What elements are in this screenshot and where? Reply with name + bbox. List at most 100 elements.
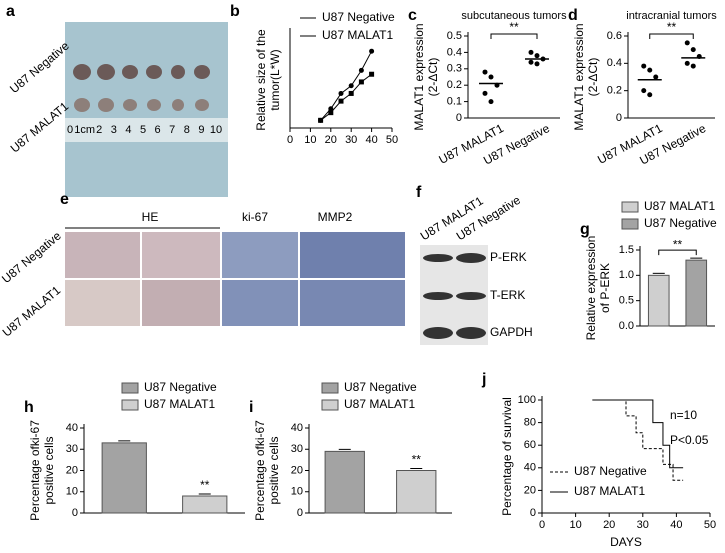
legend-label: U87 MALAT1: [144, 397, 215, 411]
y-tick-label: 1.5: [619, 244, 634, 256]
y-tick-label: 0.4: [607, 57, 622, 69]
tumors: [73, 64, 210, 112]
ruler-label: 1cm: [74, 124, 95, 136]
panel-label: i: [249, 399, 253, 416]
ruler-label: 8: [184, 124, 190, 136]
row-label: U87 Negative: [0, 228, 64, 286]
annotation: P<0.05: [670, 433, 709, 447]
point: [369, 71, 375, 77]
panel-label: b: [230, 3, 240, 20]
point: [482, 69, 488, 75]
y-tick-label: 30: [291, 443, 303, 455]
ruler-label: 7: [169, 124, 175, 136]
y-tick-label: 0.2: [447, 79, 462, 91]
point: [528, 59, 534, 65]
ruler-label: 4: [125, 124, 131, 136]
point: [338, 98, 344, 104]
ruler-label: 3: [111, 124, 117, 136]
ruler-label: 0: [67, 124, 73, 136]
y-axis-label: positive cells: [42, 436, 56, 504]
legend-label: U87 Negative: [574, 464, 647, 478]
y-tick-label: 1.0: [619, 269, 634, 281]
x-tick-label: 0: [539, 519, 545, 531]
point: [534, 53, 540, 59]
point: [653, 74, 659, 80]
legend-swatch: [121, 399, 139, 411]
y-axis-label: Relative expression: [584, 236, 598, 341]
y-axis-label: Relative size of the: [254, 29, 268, 131]
legend-label: U87 Negative: [144, 380, 217, 394]
panel-label: g: [580, 221, 590, 238]
point: [338, 90, 344, 96]
ruler-label: 9: [198, 124, 204, 136]
y-tick-label: 0.4: [447, 46, 462, 58]
annotation: **: [200, 478, 210, 492]
band-label: GAPDH: [490, 325, 533, 339]
point: [528, 49, 534, 55]
x-tick-label: 0: [287, 134, 293, 146]
x-axis-label: DAYS: [610, 535, 642, 549]
annotation: **: [412, 453, 422, 467]
y-axis-label: of P-ERK: [598, 263, 612, 313]
chart-title: subcutaneous tumors: [461, 10, 567, 22]
y-tick-label: 30: [66, 443, 78, 455]
x-tick-label: 50: [704, 519, 716, 531]
point: [328, 106, 334, 112]
y-tick-label: 0: [530, 507, 536, 519]
column-label: ki-67: [242, 210, 268, 224]
annotation: **: [509, 20, 519, 34]
legend-label: U87 MALAT1: [344, 397, 415, 411]
row-label: U87 MALAT1: [0, 283, 63, 340]
row-label: U87 Negative: [7, 38, 72, 96]
y-tick-label: 40: [524, 462, 536, 474]
y-axis-label: tumor(L*W): [268, 49, 282, 110]
point: [482, 90, 488, 96]
y-tick-label: 0.6: [607, 30, 622, 42]
panel-label: j: [481, 371, 486, 388]
y-axis-label: (2-ΔCt): [426, 58, 440, 97]
point: [534, 61, 540, 67]
bar: [101, 442, 147, 514]
y-tick-label: 0.5: [447, 30, 462, 42]
legend-label: U87 MALAT1: [574, 484, 645, 498]
ruler-labels: 0 1cm 2 3 4 5 6 7 8 9 10: [67, 124, 222, 136]
row-label: U87 MALAT1: [8, 99, 72, 156]
x-tick-label: 10: [304, 134, 316, 146]
legend-swatch: [621, 218, 639, 230]
line: [320, 50, 373, 121]
histology: [65, 232, 405, 326]
panel-label: h: [24, 399, 34, 416]
ruler-label: 5: [140, 124, 146, 136]
x-tick-label: 10: [569, 519, 581, 531]
legend-swatch: [121, 382, 139, 394]
point: [348, 90, 354, 96]
band-label: T-ERK: [490, 288, 525, 302]
point: [684, 60, 690, 66]
legend-swatch: [321, 382, 339, 394]
survival-line: [592, 399, 684, 469]
annotation: **: [667, 20, 677, 34]
line: [320, 73, 372, 121]
y-tick-label: 0.2: [607, 85, 622, 97]
point: [358, 79, 364, 85]
bar: [324, 450, 365, 514]
y-tick-label: 40: [66, 422, 78, 434]
legend-label: U87 Negative: [322, 10, 395, 24]
bar: [647, 274, 670, 327]
point: [488, 74, 494, 80]
ruler-label: 6: [155, 124, 161, 136]
band-label: P-ERK: [490, 250, 527, 264]
bar: [685, 259, 708, 327]
bracket: [490, 33, 538, 39]
point: [647, 92, 653, 98]
panel-label: f: [416, 184, 422, 201]
chart-title: intracranial tumors: [626, 10, 717, 22]
survival-line: [592, 399, 684, 481]
y-tick-label: 0.3: [447, 63, 462, 75]
x-tick-label: 20: [325, 134, 337, 146]
bracket: [658, 249, 697, 256]
bands: [423, 253, 486, 339]
annotation: n=10: [670, 408, 697, 422]
point: [647, 67, 653, 73]
